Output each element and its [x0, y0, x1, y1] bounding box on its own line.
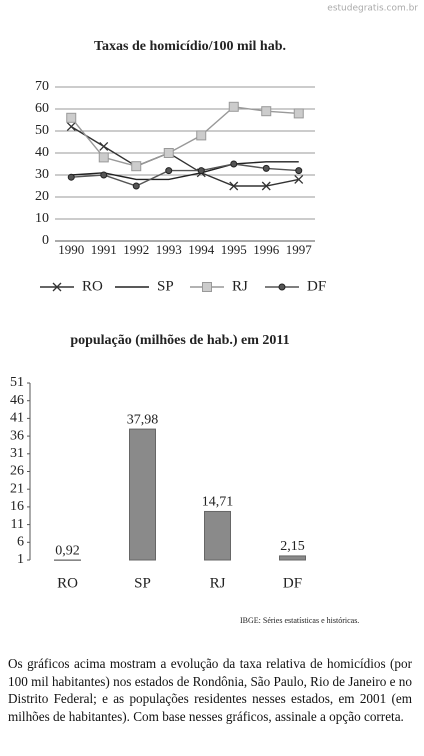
- marker: [295, 167, 303, 175]
- y-tick-label: 26: [10, 464, 24, 479]
- marker: [131, 161, 142, 172]
- bar: [279, 555, 306, 561]
- marker: [52, 282, 62, 292]
- value-label: 0,92: [55, 544, 80, 559]
- marker: [67, 173, 75, 181]
- marker: [163, 148, 174, 158]
- marker: [261, 181, 271, 191]
- x-tick-label: RO: [57, 575, 78, 591]
- y-tick-label: 11: [11, 517, 24, 532]
- y-tick-label: 1: [17, 552, 24, 567]
- marker: [66, 122, 76, 132]
- x-tick-label: 1990: [58, 242, 84, 257]
- y-tick-label: 50: [35, 123, 49, 138]
- series-line: [70, 106, 299, 167]
- x-tick-label: 1997: [286, 242, 313, 257]
- x-tick-label: 1993: [156, 242, 182, 257]
- marker: [66, 112, 77, 123]
- y-tick-label: 0: [42, 233, 49, 248]
- marker: [99, 141, 109, 151]
- marker: [98, 152, 109, 163]
- watermark: estudegratis.com.br: [327, 4, 418, 14]
- source-note: IBGE: Séries estatísticas e históricas.: [240, 616, 359, 625]
- marker: [196, 130, 207, 141]
- x-tick-label: DF: [283, 575, 302, 591]
- x-tick-label: 1991: [91, 242, 117, 257]
- x-tick-label: 1994: [188, 242, 215, 257]
- y-tick-label: 46: [10, 393, 24, 408]
- charts: estudegratis.com.br Taxas de homicídio/1…: [10, 4, 418, 625]
- y-tick-label: 40: [35, 145, 49, 160]
- x-tick-label: SP: [134, 575, 151, 591]
- bar: [129, 428, 156, 561]
- marker: [261, 106, 272, 117]
- marker: [165, 167, 173, 175]
- marker: [230, 160, 238, 168]
- legend-label: RO: [82, 278, 103, 294]
- series-line: [71, 163, 299, 187]
- x-tick-label: RJ: [210, 575, 226, 591]
- marker: [293, 108, 304, 119]
- bar: [204, 510, 231, 561]
- marker: [197, 167, 205, 175]
- y-tick-label: 16: [10, 499, 24, 514]
- x-tick-label: 1995: [221, 242, 247, 257]
- marker: [132, 182, 140, 190]
- x-tick-label: 1992: [123, 242, 149, 257]
- y-tick-label: 60: [35, 101, 49, 116]
- y-tick-label: 10: [35, 211, 49, 226]
- value-label: 2,15: [280, 539, 305, 554]
- chart-title: Taxas de homicídio/100 mil hab.: [94, 39, 286, 54]
- value-label: 37,98: [127, 412, 159, 427]
- y-tick-label: 30: [35, 167, 49, 182]
- y-tick-label: 51: [10, 375, 24, 390]
- x-tick-label: 1996: [253, 242, 280, 257]
- y-tick-label: 20: [35, 189, 49, 204]
- y-tick-label: 70: [35, 79, 49, 94]
- y-tick-label: 36: [10, 428, 24, 443]
- y-tick-label: 6: [17, 535, 24, 550]
- marker: [278, 283, 286, 291]
- marker: [100, 171, 108, 179]
- legend-label: DF: [307, 278, 326, 294]
- chart-title: população (milhões de hab.) em 2011: [70, 333, 289, 348]
- y-tick-label: 21: [10, 481, 24, 496]
- y-tick-label: 31: [10, 446, 24, 461]
- question-text: Os gráficos acima mostram a evolução da …: [8, 656, 412, 724]
- series-line: [71, 161, 299, 181]
- value-label: 14,71: [202, 495, 234, 510]
- marker: [294, 174, 304, 184]
- legend-label: SP: [157, 278, 174, 294]
- marker: [229, 181, 239, 191]
- marker: [262, 164, 270, 172]
- y-tick-label: 41: [10, 411, 24, 426]
- marker: [228, 101, 239, 112]
- series-line: [70, 126, 299, 187]
- marker: [202, 282, 212, 292]
- legend-label: RJ: [232, 278, 248, 294]
